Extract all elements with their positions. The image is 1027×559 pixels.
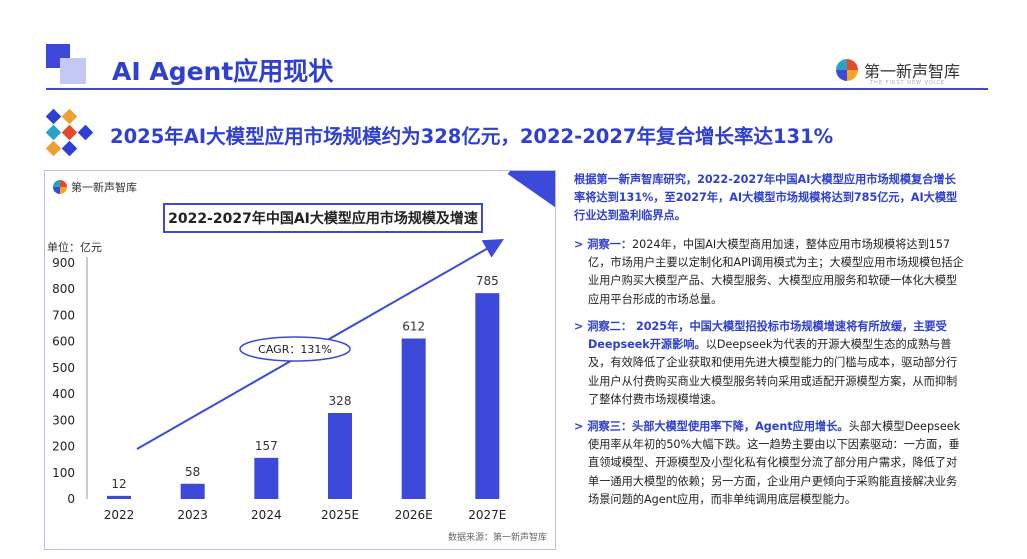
brand-logo-icon: [836, 59, 858, 81]
insight-3-body: 头部大模型Deepseek使用率从年初的50%大幅下跌。这一趋势主要由以下因素驱…: [588, 420, 961, 506]
data-label: 12: [111, 477, 126, 491]
brand-logo-name: 第一新声智库: [864, 62, 961, 81]
data-label: 785: [476, 274, 499, 288]
insight-3: > 洞察三：头部大模型使用率下降，Agent应用增长。头部大模型Deepseek…: [574, 418, 964, 509]
insight-1: > 洞察一：2024年，中国AI大模型商用加速，整体应用市场规模将达到157亿，…: [574, 236, 964, 309]
x-tick-label: 2024: [251, 508, 282, 522]
chart-title: 2022-2027年中国AI大模型应用市场规模及增速: [168, 211, 478, 227]
bar: [254, 457, 279, 499]
y-unit-label: 单位：亿元: [47, 240, 102, 254]
x-tick-label: 2023: [177, 508, 208, 522]
header-divider: [46, 88, 988, 90]
insight-2-label: 洞察二：: [587, 320, 633, 333]
y-tick-label: 800: [52, 282, 75, 296]
x-tick-label: 2025E: [321, 508, 359, 522]
bar: [475, 293, 500, 499]
section-subtitle: 2025年AI大模型应用市场规模约为328亿元，2022-2027年复合增长率达…: [110, 125, 834, 148]
cagr-annotation: CAGR：131%: [258, 343, 332, 356]
y-tick-label: 700: [52, 308, 75, 322]
y-tick-label: 100: [52, 466, 75, 480]
bar: [180, 483, 205, 499]
insight-3-label: 洞察三：: [587, 420, 633, 433]
chart-logo: 第一新声智库: [53, 179, 137, 195]
y-tick-label: 600: [52, 335, 75, 349]
chart-source: 数据来源：第一新声智库: [447, 533, 547, 543]
y-tick-label: 900: [52, 256, 75, 270]
insight-2-highlight: 2025年，中国大模型招投标市场规模增速将有所放缓，主要受Deepseek开源影…: [588, 320, 947, 352]
bar: [107, 495, 131, 499]
diamond-cluster-icon: [45, 108, 94, 157]
chart-logo-icon: [53, 180, 67, 194]
x-tick-label: 2022: [104, 508, 135, 522]
data-label: 157: [255, 439, 278, 453]
brand-logo-subtext: THE FIRST NEW VOICE: [870, 80, 946, 86]
insight-1-body: 2024年，中国AI大模型商用加速，整体应用市场规模将达到157亿，市场用户主要…: [588, 238, 964, 306]
chart-logo-name: 第一新声智库: [71, 181, 137, 194]
insight-2: > 洞察二： 2025年，中国大模型招投标市场规模增速将有所放缓，主要受Deep…: [574, 318, 964, 409]
data-label: 612: [402, 320, 425, 334]
chart-title-box: 2022-2027年中国AI大模型应用市场规模及增速: [163, 203, 483, 233]
chevron-right-icon: >: [574, 238, 588, 251]
y-tick-label: 400: [52, 387, 75, 401]
y-tick-label: 200: [52, 440, 75, 454]
brand-logo: 第一新声智库: [836, 58, 960, 82]
bar: [401, 338, 426, 499]
x-tick-label: 2026E: [395, 508, 433, 522]
intro-paragraph: 根据第一新声智库研究，2022-2027年中国AI大模型应用市场规模复合增长率将…: [574, 173, 958, 223]
chart-panel: 第一新声智库 2022-2027年中国AI大模型应用市场规模及增速 单位：亿元 0…: [44, 170, 556, 550]
bar-chart: 单位：亿元 0 100 200 300 400 500 600 700 800 900 CAGR：13…: [47, 239, 506, 522]
chevron-right-icon: >: [574, 320, 588, 333]
page-title: AI Agent应用现状: [112, 57, 334, 86]
y-tick-label: 0: [67, 492, 75, 506]
data-label: 328: [329, 394, 352, 408]
y-tick-label: 300: [52, 413, 75, 427]
header-square-light-icon: [60, 58, 86, 84]
chevron-right-icon: >: [574, 420, 588, 433]
bar: [328, 412, 352, 499]
data-label: 58: [185, 465, 200, 479]
x-tick-label: 2027E: [468, 508, 506, 522]
insight-1-label: 洞察一：: [587, 238, 633, 251]
insight-2-body: 以Deepseek为代表的开源大模型生态的成熟与普及，有效降低了企业获取和使用先…: [588, 338, 958, 406]
insight-3-highlight: 头部大模型使用率下降，Agent应用增长。: [632, 420, 849, 433]
y-tick-label: 500: [52, 361, 75, 375]
cagr-annotation-ellipse: [239, 336, 351, 362]
